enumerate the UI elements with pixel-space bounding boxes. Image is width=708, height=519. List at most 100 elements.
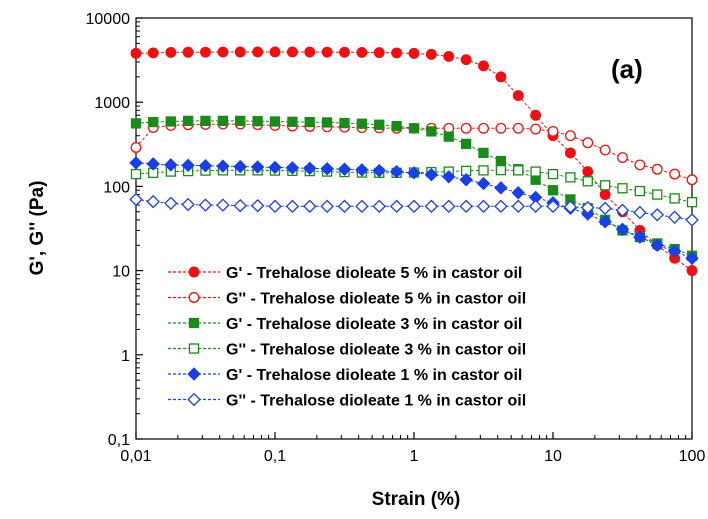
y-tick-label: 10 (112, 264, 130, 281)
data-point (478, 147, 489, 159)
data-point (252, 116, 263, 127)
data-point (337, 199, 352, 214)
y-tick-label: 1000 (94, 95, 130, 112)
data-point (216, 198, 230, 212)
data-point (460, 122, 472, 134)
series-line (135, 120, 693, 257)
data-point (667, 210, 682, 224)
data-point (460, 54, 472, 66)
data-point (599, 180, 611, 191)
data-point (303, 161, 317, 176)
data-point (633, 230, 647, 244)
data-point (650, 238, 664, 252)
data-point (269, 46, 281, 58)
data-point (286, 46, 298, 58)
data-point (615, 222, 630, 236)
data-point (426, 126, 437, 137)
data-point (164, 196, 178, 211)
data-point (547, 125, 559, 137)
data-point (391, 120, 402, 132)
data-point (443, 131, 454, 142)
data-point (235, 115, 246, 127)
x-tick-label: 100 (679, 448, 706, 465)
legend-marker (187, 392, 201, 407)
data-point (233, 159, 247, 174)
data-point (408, 123, 420, 134)
legend-label: G'' - Trehalose dioleate 1 % in castor o… (226, 393, 526, 410)
data-point (407, 199, 421, 214)
data-point (547, 168, 559, 180)
data-point (424, 167, 439, 182)
y-axis: 0,1 1 10 100 1000 10000 (86, 11, 143, 449)
data-point (200, 115, 211, 127)
data-point (287, 116, 298, 127)
data-point (216, 159, 230, 173)
data-point (476, 176, 491, 191)
data-point (582, 176, 593, 187)
series-2 (130, 115, 698, 261)
data-point (563, 200, 578, 214)
x-axis: 0,01 0,1 1 10 100 (120, 432, 705, 465)
data-point (685, 251, 699, 266)
data-point (356, 46, 368, 58)
data-point (511, 186, 525, 200)
data-point (320, 162, 334, 176)
data-point (198, 198, 213, 212)
legend-item: G'' - Trehalose dioleate 3 % in castor o… (168, 342, 526, 359)
data-point (478, 165, 489, 176)
data-point (546, 199, 560, 214)
data-point (459, 199, 473, 214)
data-point (530, 166, 541, 177)
data-point (478, 122, 489, 134)
data-point (495, 164, 507, 176)
x-tick-label: 10 (544, 448, 562, 465)
data-point (233, 198, 247, 213)
data-point (146, 157, 160, 171)
data-point (513, 165, 524, 176)
data-point (217, 46, 229, 58)
data-point (512, 90, 524, 101)
data-point (339, 117, 350, 129)
data-point (494, 199, 508, 214)
data-point (373, 47, 385, 59)
x-tick-label: 1 (410, 448, 419, 465)
data-point (476, 199, 491, 214)
data-point (198, 159, 213, 173)
data-point (389, 199, 404, 214)
data-point (321, 117, 333, 128)
data-point (617, 152, 628, 164)
data-point (181, 197, 195, 212)
data-point (407, 166, 421, 180)
data-point (652, 189, 663, 200)
legend-item: G' - Trehalose dioleate 3 % in castor oi… (168, 316, 522, 333)
data-point (130, 168, 142, 180)
data-point (250, 198, 265, 213)
data-point (581, 200, 595, 215)
data-point (443, 50, 455, 62)
data-point (304, 46, 316, 58)
data-point (495, 122, 507, 134)
legend-marker (188, 292, 200, 303)
data-point (478, 60, 489, 72)
data-point (634, 159, 646, 171)
data-point (564, 130, 576, 142)
data-point (686, 174, 698, 186)
data-point (372, 199, 386, 214)
data-point (685, 213, 699, 227)
data-point (425, 48, 437, 60)
data-point (217, 115, 229, 127)
x-axis-title: Strain (%) (372, 489, 461, 510)
data-point (374, 119, 385, 130)
data-point (615, 203, 630, 218)
data-point (321, 46, 333, 58)
data-series (129, 46, 699, 277)
legend-item: G' - Trehalose dioleate 5 % in castor oi… (168, 265, 522, 282)
y-tick-label: 100 (103, 179, 130, 196)
series-line (135, 51, 693, 272)
data-point (442, 170, 456, 184)
y-tick-label: 10000 (86, 11, 131, 28)
legend-marker (188, 266, 200, 278)
data-point (669, 193, 680, 204)
series-5 (129, 192, 699, 227)
